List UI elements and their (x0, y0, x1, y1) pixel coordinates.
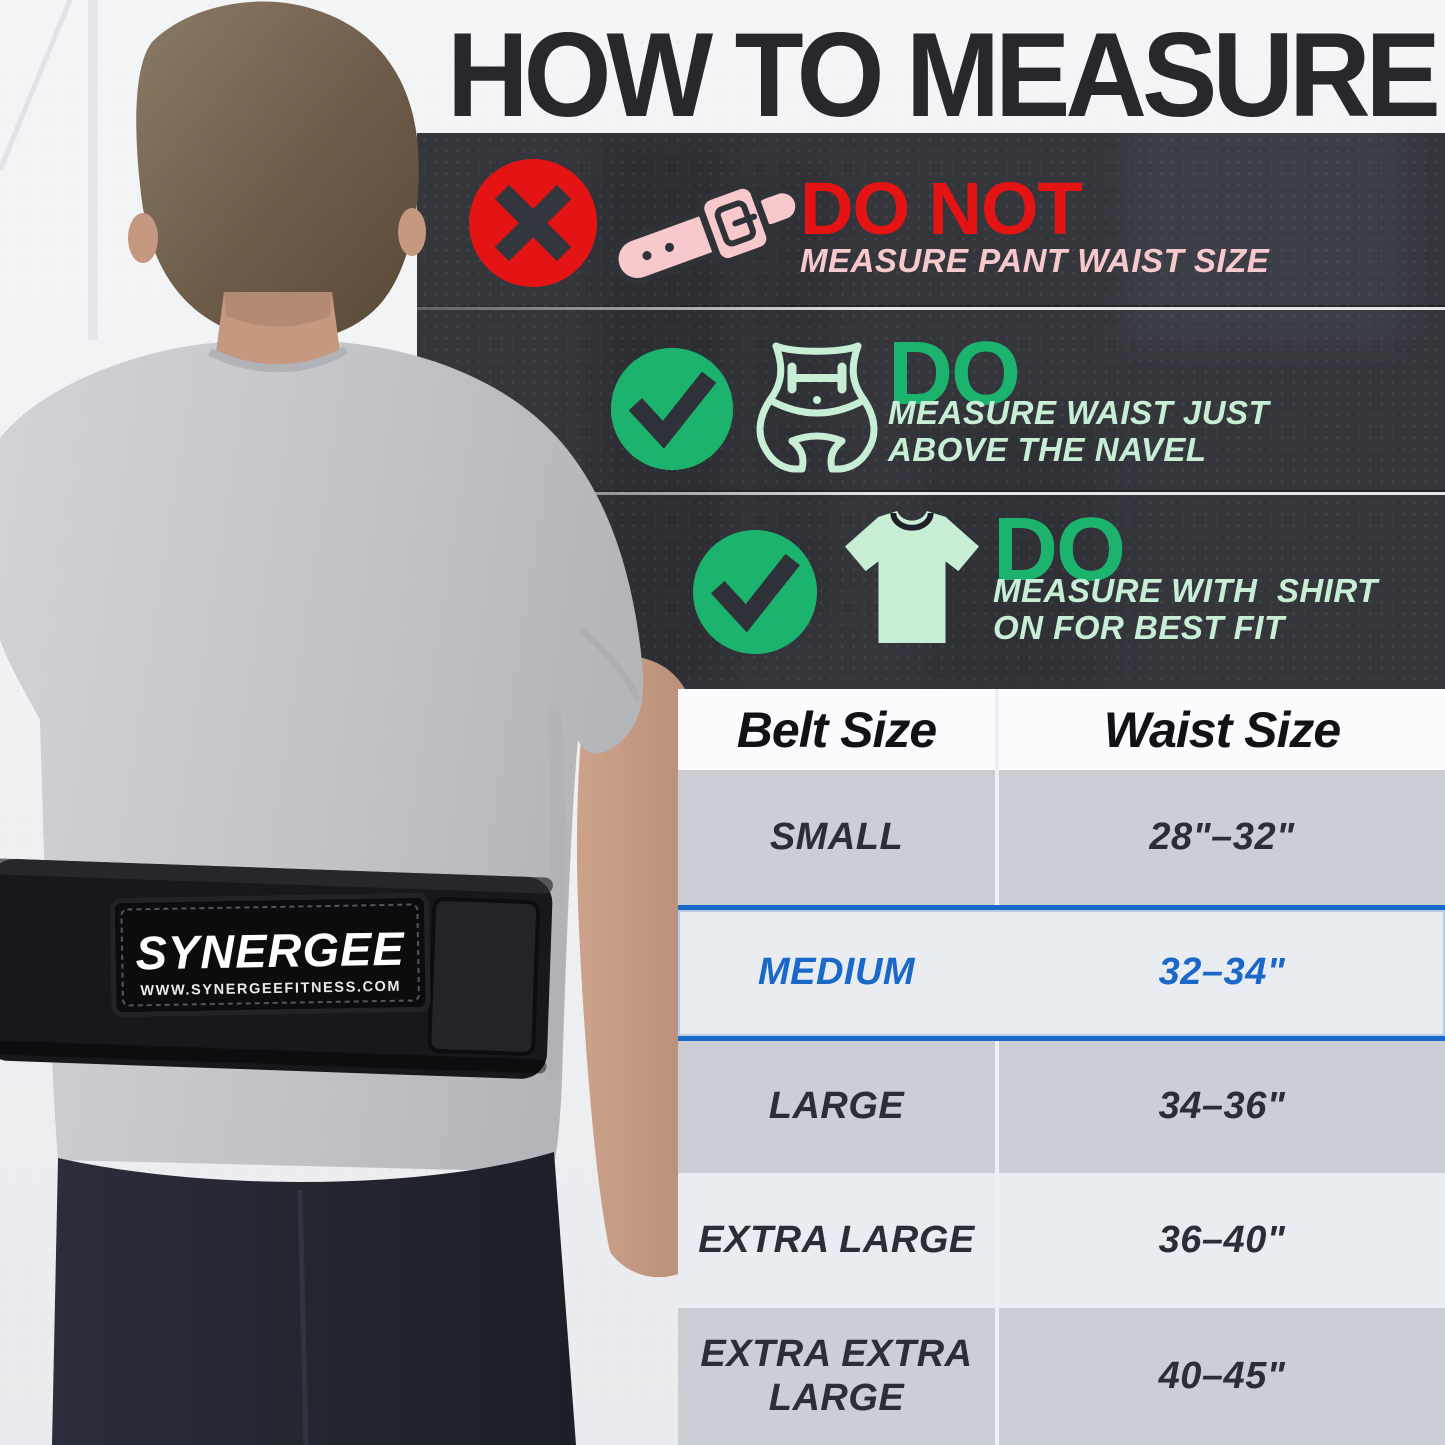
table-row-medium-highlighted: MEDIUM 32–34" (678, 905, 1445, 1041)
man-ear-right (398, 208, 426, 256)
do-shirt-heading: DO (993, 500, 1126, 600)
panel-blur-shape (1125, 133, 1405, 343)
check-circle-icon (692, 529, 818, 655)
belt-label: SYNERGEE WWW.SYNERGEEFITNESS.COM (109, 892, 431, 1018)
waist-size-value: 40–45" (999, 1308, 1445, 1445)
check-circle-icon (610, 347, 734, 471)
neck-shadow (224, 292, 332, 327)
table-row-small: SMALL 28"–32" (678, 770, 1445, 905)
page-title: HOW TO MEASURE (447, 7, 1441, 142)
size-table: Belt Size Waist Size SMALL 28"–32" MEDIU… (678, 689, 1445, 1445)
header-belt-size: Belt Size (678, 689, 995, 770)
belt-size-value: SMALL (678, 770, 995, 905)
pant-belt-icon (612, 181, 802, 284)
do-not-heading: DO NOT (800, 167, 1083, 250)
belt-url-text: WWW.SYNERGEEFITNESS.COM (140, 979, 401, 1000)
belt-size-value: EXTRA EXTRA LARGE (678, 1308, 995, 1445)
size-table-header: Belt Size Waist Size (678, 689, 1445, 770)
belt-brand-text: SYNERGEE (135, 922, 406, 980)
do-waist-heading: DO (888, 324, 1021, 424)
shorts-crease (297, 1189, 309, 1445)
belt-size-value: EXTRA LARGE (678, 1173, 995, 1308)
collar (208, 346, 349, 373)
belt-velcro (427, 897, 541, 1056)
waist-size-value: 32–34" (1158, 951, 1286, 994)
panel-divider (417, 490, 1445, 495)
do-waist-text-line1: MEASURE WAIST JUST (888, 394, 1270, 431)
man-arm (576, 655, 700, 1278)
panel-divider (417, 305, 1445, 310)
do-shirt-text-line2: ON FOR BEST FIT (993, 609, 1285, 646)
waist-size-value: 36–40" (999, 1173, 1445, 1308)
header-waist-size: Waist Size (999, 689, 1445, 770)
man-hair (136, 1, 419, 342)
shirt-fold (548, 700, 567, 1080)
sleeve-seam (579, 627, 641, 702)
do-waist-text-line2: ABOVE THE NAVEL (888, 431, 1207, 468)
lifting-belt: SYNERGEE WWW.SYNERGEEFITNESS.COM (0, 858, 553, 1079)
tshirt-icon (844, 510, 980, 644)
waist-measure-icon (756, 342, 878, 473)
do-not-text: MEASURE PANT WAIST SIZE (800, 242, 1270, 279)
table-row-extra-large: EXTRA LARGE 36–40" (678, 1173, 1445, 1308)
belt-size-value: MEDIUM (757, 951, 916, 994)
x-circle-icon (469, 159, 597, 287)
waist-size-value: 34–36" (999, 1041, 1445, 1173)
do-shirt-text-line1: MEASURE WITH SHIRT (993, 572, 1378, 609)
background-wall (0, 0, 98, 340)
man-ear-left (128, 213, 158, 263)
table-row-large: LARGE 34–36" (678, 1041, 1445, 1173)
waist-size-value: 28"–32" (999, 770, 1445, 905)
belt-size-value: LARGE (678, 1041, 995, 1173)
man-shorts (52, 1152, 576, 1445)
man-photo: SYNERGEE WWW.SYNERGEEFITNESS.COM (0, 0, 700, 1445)
table-row-extra-extra-large: EXTRA EXTRA LARGE 40–45" (678, 1308, 1445, 1445)
